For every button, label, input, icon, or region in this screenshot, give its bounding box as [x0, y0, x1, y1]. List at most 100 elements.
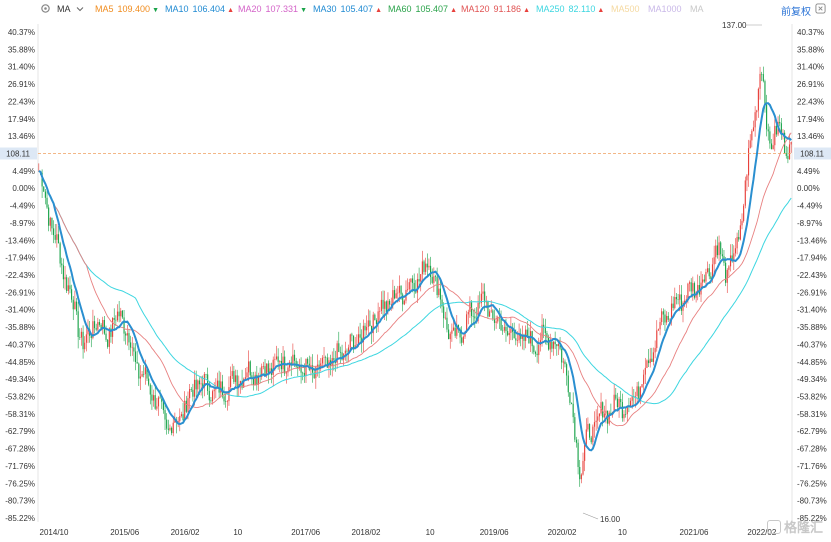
y-tick-label-left: -40.37% — [5, 340, 35, 349]
candle-body — [679, 294, 681, 300]
candle-body — [729, 255, 732, 267]
candle-body — [133, 347, 135, 352]
candle-body — [277, 356, 279, 362]
candle-body — [131, 347, 133, 349]
candle-body — [749, 140, 751, 149]
arrow-up-icon: ▲ — [227, 7, 234, 14]
candle-body — [351, 334, 353, 336]
candle-body — [438, 288, 440, 296]
candle-body — [390, 303, 392, 305]
candle-body — [493, 318, 496, 323]
ma-item-ma250[interactable]: MA250 82.110 ▲ — [536, 4, 604, 14]
candle-body — [508, 332, 510, 336]
chevron-down-icon[interactable] — [76, 3, 84, 14]
candle-body — [189, 389, 191, 399]
candle-body — [156, 406, 158, 409]
ma-item-ma30[interactable]: MA30 105.407 ▲ — [313, 4, 382, 14]
candle-body — [249, 361, 251, 376]
candle-body — [225, 401, 227, 402]
candle-body — [370, 326, 373, 334]
candle-body — [449, 333, 451, 340]
ma-item-ma[interactable]: MA — [690, 4, 704, 14]
candle-body — [218, 380, 220, 393]
candle-body — [366, 326, 368, 331]
candle-body — [416, 279, 419, 293]
candle-body — [656, 330, 658, 349]
candle-body — [75, 301, 78, 312]
x-tick-label: 2018/02 — [352, 528, 381, 537]
candle-body — [62, 265, 64, 280]
candle-body — [779, 121, 781, 124]
ma-item-ma5[interactable]: MA5 109.400 ▼ — [95, 4, 159, 14]
y-tick-label-right: 22.43% — [797, 97, 824, 106]
ma-item-ma120[interactable]: MA120 91.186 ▲ — [461, 4, 530, 14]
candle-body — [456, 324, 458, 336]
candle-body — [269, 368, 271, 373]
candle-body — [64, 277, 66, 280]
candle-body — [107, 339, 109, 347]
ma-item-ma60[interactable]: MA60 105.407 ▲ — [388, 4, 457, 14]
arrow-up-icon: ▲ — [450, 7, 457, 14]
candle-body — [543, 324, 545, 328]
candle-body — [728, 266, 730, 270]
ma-item-ma500[interactable]: MA500 — [611, 4, 640, 14]
stock-chart[interactable]: 40.37% 35.88% 31.40% 26.91% 22.43% 17.94% 13.4… — [0, 18, 831, 542]
candle-body — [559, 343, 561, 349]
candle-body — [693, 283, 696, 298]
ma-item-ma1000[interactable]: MA1000 — [648, 4, 682, 14]
x-tick-label: 2016/02 — [171, 528, 200, 537]
ma-item-ma10[interactable]: MA10 106.404 ▲ — [165, 4, 234, 14]
candle-body — [605, 410, 607, 414]
candle-body — [305, 358, 307, 376]
candle-body — [505, 326, 507, 332]
candle-body — [344, 350, 346, 354]
y-tick-label-left: -8.97% — [10, 219, 35, 228]
y-tick-label-right: 13.46% — [797, 132, 824, 141]
candle-body — [764, 81, 766, 105]
candle-body — [49, 217, 51, 226]
adjust-price-button[interactable]: 前复权 — [781, 7, 811, 18]
candle-body — [466, 314, 468, 333]
candle-body — [767, 129, 769, 132]
close-icon[interactable] — [815, 3, 826, 14]
ma-item-ma20[interactable]: MA20 107.331 ▼ — [238, 4, 307, 14]
candle-body — [761, 73, 763, 75]
candle-body — [136, 362, 138, 364]
candle-body — [116, 311, 119, 321]
y-tick-label-left: -35.88% — [5, 323, 35, 332]
y-tick-label-right: 26.91% — [797, 80, 824, 89]
y-tick-label-left: 40.37% — [8, 28, 35, 37]
candle-body — [110, 328, 112, 337]
candle-body — [662, 311, 664, 315]
y-tick-label-right: 4.49% — [797, 167, 820, 176]
candle-body — [556, 344, 558, 347]
candle-body — [641, 384, 643, 388]
candle-body — [510, 328, 512, 333]
candle-body — [115, 319, 117, 321]
ma-value: 109.400 — [117, 4, 151, 14]
candle-body — [213, 389, 215, 392]
candle-body — [644, 367, 646, 375]
ma120-line — [38, 132, 792, 427]
candle-body — [197, 380, 199, 390]
y-tick-label-right: 17.94% — [797, 115, 824, 124]
candle-body — [446, 317, 448, 330]
candle-body — [362, 325, 364, 343]
candle-body — [454, 327, 456, 336]
candle-body — [82, 331, 84, 350]
candle-body — [566, 364, 568, 376]
candle-body — [43, 186, 45, 192]
candle-body — [634, 395, 637, 397]
candle-body — [703, 279, 705, 282]
candle-body — [167, 428, 169, 430]
candle-body — [108, 328, 110, 347]
candle-body — [292, 354, 294, 366]
gear-icon[interactable] — [40, 3, 51, 14]
candle-body — [484, 291, 486, 303]
candle-body — [664, 314, 666, 323]
candle-body — [397, 292, 399, 294]
ma-value: 105.407 — [415, 4, 449, 14]
y-tick-label-right: 31.40% — [797, 63, 824, 72]
candle-body — [46, 197, 48, 208]
arrow-down-icon: ▼ — [300, 7, 307, 14]
